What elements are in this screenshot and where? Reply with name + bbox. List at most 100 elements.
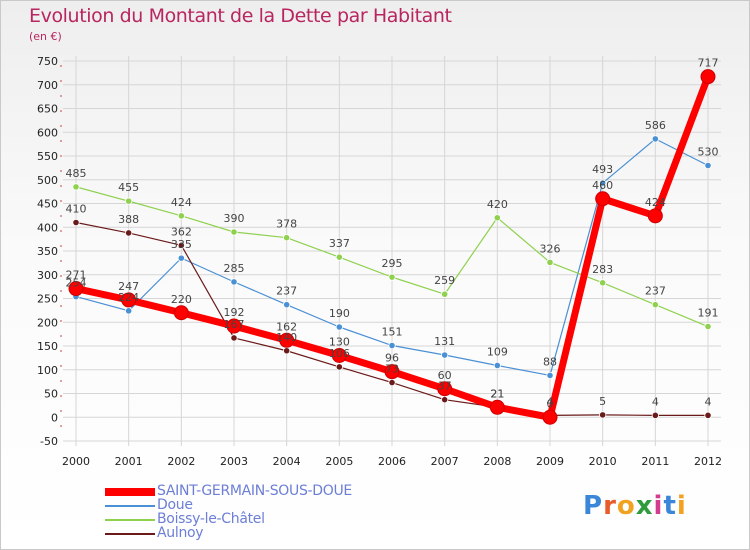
data-point bbox=[72, 183, 80, 191]
data-label: 586 bbox=[645, 119, 666, 132]
x-tick-label: 2004 bbox=[273, 455, 301, 468]
logo-letter: i bbox=[653, 491, 664, 521]
data-point bbox=[68, 281, 84, 297]
data-label: 247 bbox=[118, 280, 139, 293]
data-point bbox=[441, 351, 449, 359]
x-tick-label: 2010 bbox=[589, 455, 617, 468]
data-point bbox=[230, 278, 238, 286]
data-label: 192 bbox=[224, 306, 245, 319]
proxiti-logo[interactable]: Proxiti bbox=[583, 491, 687, 521]
data-point bbox=[388, 341, 396, 350]
legend-swatch bbox=[105, 488, 155, 496]
x-tick-label: 2009 bbox=[536, 455, 564, 468]
x-tick-label: 2003 bbox=[220, 455, 248, 468]
data-label: 424 bbox=[171, 196, 192, 209]
data-point bbox=[651, 135, 659, 143]
data-point bbox=[72, 218, 80, 227]
data-point bbox=[704, 161, 712, 170]
data-point bbox=[177, 254, 185, 262]
y-tick-label: 150 bbox=[37, 340, 58, 353]
y-tick-label: 650 bbox=[37, 103, 58, 116]
data-label: 88 bbox=[543, 355, 557, 368]
y-tick-label: 50 bbox=[44, 388, 58, 401]
logo-letter: x bbox=[635, 491, 654, 521]
logo-letter: t bbox=[663, 491, 677, 521]
y-tick-label: 700 bbox=[37, 79, 58, 92]
chart-subtitle: (en €) bbox=[29, 30, 62, 43]
legend-swatch bbox=[105, 533, 155, 535]
data-label: 485 bbox=[66, 167, 87, 180]
data-point bbox=[283, 301, 291, 309]
data-point bbox=[388, 273, 396, 281]
x-tick-label: 2007 bbox=[431, 455, 459, 468]
data-point bbox=[121, 292, 137, 308]
data-point bbox=[599, 279, 607, 287]
data-point bbox=[230, 334, 238, 342]
data-label: 106 bbox=[329, 347, 350, 360]
data-point bbox=[441, 396, 449, 404]
x-tick-label: 2000 bbox=[62, 455, 90, 468]
data-label: 237 bbox=[276, 285, 297, 298]
logo-letter: P bbox=[583, 491, 604, 521]
y-tick-label: 400 bbox=[37, 221, 58, 234]
y-tick-label: 250 bbox=[37, 293, 58, 306]
data-label: 455 bbox=[118, 181, 139, 194]
y-tick-label: 550 bbox=[37, 150, 58, 163]
data-label: 151 bbox=[382, 326, 403, 339]
data-label: 335 bbox=[171, 238, 192, 251]
data-label: 410 bbox=[66, 203, 87, 216]
legend-label: Doue bbox=[157, 497, 193, 513]
data-point bbox=[125, 307, 133, 315]
data-point bbox=[546, 371, 554, 380]
data-label: 167 bbox=[224, 318, 245, 331]
data-point bbox=[441, 290, 449, 298]
logo-letter: r bbox=[603, 491, 617, 521]
data-point bbox=[647, 208, 663, 224]
data-label: 224 bbox=[118, 291, 139, 304]
data-label: 4 bbox=[652, 395, 659, 408]
data-label: 283 bbox=[592, 263, 613, 276]
legend-label: SAINT-GERMAIN-SOUS-DOUE bbox=[157, 483, 352, 499]
y-tick-label: -50 bbox=[40, 435, 58, 448]
data-label: 254 bbox=[66, 277, 87, 290]
legend-label: Aulnoy bbox=[157, 525, 204, 541]
y-tick-label: 450 bbox=[37, 198, 58, 211]
data-point bbox=[230, 228, 238, 236]
data-label: 190 bbox=[329, 307, 350, 320]
data-label: 191 bbox=[698, 307, 719, 320]
data-point bbox=[331, 348, 347, 363]
data-point bbox=[283, 234, 291, 242]
data-point bbox=[335, 323, 343, 331]
x-tick-label: 2005 bbox=[325, 455, 353, 468]
data-label: 220 bbox=[171, 293, 192, 306]
data-label: 390 bbox=[224, 212, 245, 225]
data-label: 362 bbox=[171, 225, 192, 238]
data-point bbox=[546, 258, 554, 266]
x-tick-label: 2008 bbox=[483, 455, 511, 468]
y-tick-label: 100 bbox=[37, 364, 58, 377]
data-label: 21 bbox=[490, 387, 504, 400]
y-tick-label: 0 bbox=[51, 411, 58, 424]
data-point bbox=[173, 305, 189, 321]
data-point bbox=[704, 322, 712, 331]
data-point bbox=[700, 69, 716, 85]
data-point bbox=[283, 347, 291, 355]
logo-letter: o bbox=[616, 491, 636, 521]
data-label: 37 bbox=[438, 380, 452, 393]
data-label: 295 bbox=[382, 257, 403, 270]
data-label: 460 bbox=[592, 179, 613, 192]
data-label: 378 bbox=[276, 218, 297, 231]
y-tick-label: 600 bbox=[37, 126, 58, 139]
data-point bbox=[279, 332, 295, 348]
data-point bbox=[651, 411, 659, 419]
data-point bbox=[493, 361, 501, 370]
logo-letter: i bbox=[676, 491, 687, 521]
data-label: 337 bbox=[329, 237, 350, 250]
data-point bbox=[489, 399, 505, 415]
data-label: 0 bbox=[547, 397, 554, 410]
data-label: 271 bbox=[66, 269, 87, 282]
y-tick-label: 350 bbox=[37, 245, 58, 258]
x-tick-label: 2012 bbox=[694, 455, 722, 468]
